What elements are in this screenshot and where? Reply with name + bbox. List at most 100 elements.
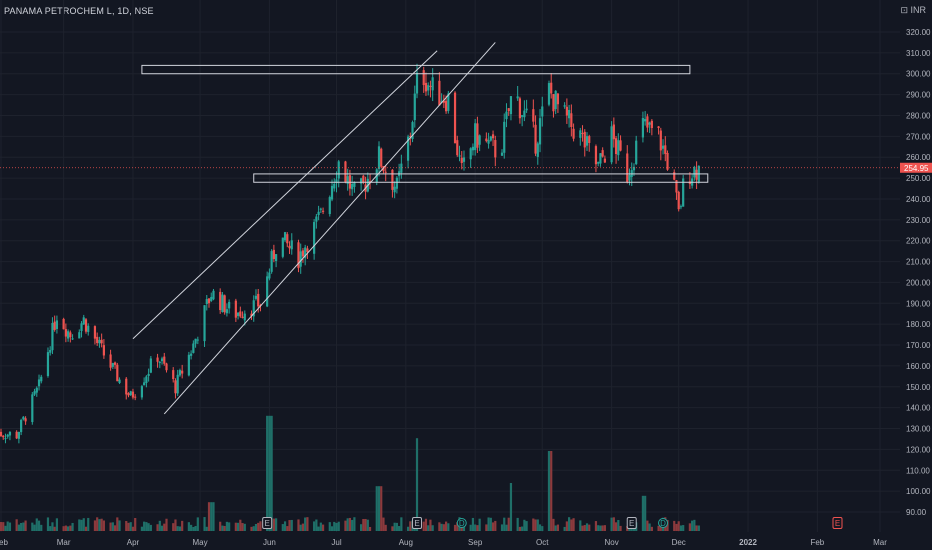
volume-bar — [268, 415, 271, 531]
candle-body — [266, 276, 269, 307]
volume-bar — [552, 518, 555, 531]
price-tick-label: 190.00 — [906, 299, 931, 308]
currency-badge[interactable]: ⊡ INR — [900, 5, 926, 16]
candle-body — [516, 96, 519, 99]
price-tick-label: 290.00 — [906, 91, 931, 100]
candle-body — [612, 124, 615, 140]
candle-body — [550, 82, 553, 94]
candle-body — [413, 93, 416, 121]
price-tick-label: 230.00 — [906, 216, 931, 225]
candle-body — [51, 322, 54, 351]
candle-body — [283, 232, 287, 241]
volume-bar — [304, 517, 307, 531]
dividend-marker-icon — [658, 518, 669, 528]
drawing-channel[interactable] — [132, 42, 496, 415]
volume-bar — [682, 525, 685, 531]
candle-body — [538, 118, 542, 145]
volume-bar — [650, 526, 653, 531]
volume-bar — [250, 526, 253, 531]
volume-bar — [364, 518, 367, 531]
candle-body — [241, 316, 244, 318]
chart-title: PANAMA PETROCHEM L, 1D, NSE — [4, 6, 154, 16]
volume-bar — [507, 517, 510, 531]
candle-body — [147, 373, 150, 376]
candle-body — [597, 162, 600, 164]
volume-bar — [333, 521, 336, 531]
volume-bar — [547, 451, 551, 531]
candle-body — [71, 338, 74, 340]
volume-bar — [536, 519, 539, 531]
candle-body — [243, 313, 246, 321]
candle-body — [603, 158, 606, 163]
price-axis[interactable]: 90.00 100.00 110.00 120.00 130.00 140.00 150.0… — [906, 28, 931, 517]
time-axis[interactable]: Feb Mar Apr May Jun Jul Aug Sep Oct Nov Dec 2022 Feb… — [0, 538, 887, 547]
candle-body — [82, 317, 85, 325]
volume-bar — [442, 524, 445, 531]
volume-bar — [187, 522, 190, 531]
volume-bar — [113, 525, 117, 531]
candle-body — [695, 169, 698, 180]
volume-bar — [131, 526, 135, 531]
candle-body — [351, 183, 354, 190]
candle-body — [281, 237, 284, 257]
candle-body — [66, 331, 70, 339]
volume-bar — [366, 519, 369, 531]
volume-bar — [538, 524, 542, 531]
volume-bar — [601, 525, 604, 531]
candle-body — [31, 394, 34, 423]
drawing-zones[interactable] — [141, 64, 709, 183]
candle-body — [337, 161, 340, 179]
volume-bar — [588, 524, 591, 531]
time-tick-label: Mar — [57, 538, 71, 547]
volume-bar — [328, 522, 331, 531]
candle-body — [453, 92, 457, 144]
candle-body — [518, 98, 522, 119]
volume-bar — [174, 519, 177, 531]
candle-body — [677, 191, 680, 210]
price-tick-label: 250.00 — [906, 174, 931, 183]
candle-body — [64, 329, 67, 337]
volume-bar — [503, 517, 506, 531]
volume-bar — [471, 517, 475, 531]
candle-body — [299, 251, 302, 267]
price-tick-label: 110.00 — [906, 466, 930, 475]
candle-body — [239, 311, 242, 317]
candle-body — [422, 70, 425, 86]
volume-bar — [176, 526, 179, 531]
candle-body — [286, 234, 289, 244]
event-markers[interactable]: EEEDEDE — [0, 517, 843, 529]
volume-bar — [160, 525, 164, 531]
volume-bar — [257, 522, 260, 531]
volume-bar — [359, 524, 363, 531]
candle-body — [509, 96, 513, 115]
earnings-marker-label: E — [414, 519, 419, 528]
volume-bar — [203, 517, 206, 531]
volume-bar — [572, 518, 575, 531]
candle-body — [319, 208, 322, 210]
candle-body — [4, 438, 7, 440]
grid-lines — [0, 0, 900, 532]
time-tick-label: May — [192, 538, 207, 547]
volume-bar — [297, 519, 300, 531]
volume-bar — [241, 523, 244, 531]
candle-body — [156, 357, 159, 362]
volume-bar — [554, 525, 557, 531]
channel-lower-line — [163, 42, 496, 415]
volume-bar — [239, 519, 242, 531]
volume-bar — [190, 524, 193, 531]
candle-body — [98, 339, 101, 344]
volume-bar — [192, 526, 195, 531]
candle-body — [149, 358, 152, 373]
volume-bar — [523, 519, 526, 531]
candle-body — [505, 111, 508, 120]
candle-body — [62, 318, 65, 330]
resistance-zone — [141, 64, 691, 75]
volume-bar — [583, 525, 586, 531]
volume-bar — [93, 520, 97, 531]
volume-bar — [313, 521, 316, 531]
volume-bar — [22, 522, 25, 531]
candle-body — [33, 391, 36, 395]
candle-body — [462, 157, 466, 162]
candle-body — [140, 386, 144, 398]
